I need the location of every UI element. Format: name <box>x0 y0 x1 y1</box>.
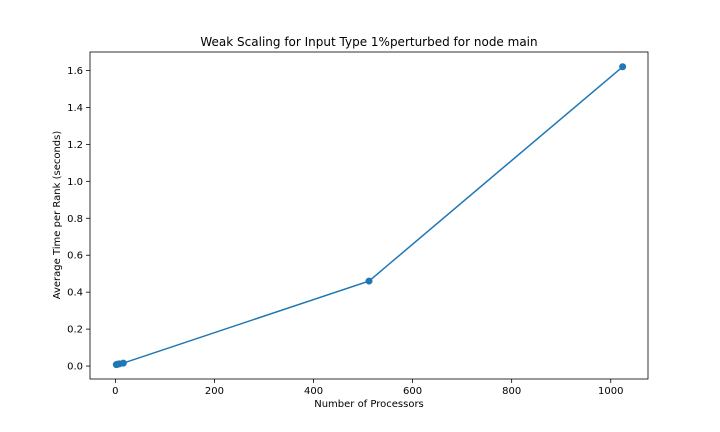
y-tick-label: 0.8 <box>67 214 83 225</box>
y-tick-label: 1.0 <box>67 177 83 188</box>
y-tick-label: 0.0 <box>67 362 83 373</box>
y-tick-label: 0.6 <box>67 251 83 262</box>
y-axis-label: Average Time per Rank (seconds) <box>52 131 63 300</box>
y-axis-ticks: 0.0 0.2 0.4 0.6 0.8 1.0 1.2 1.4 1.6 <box>67 66 90 373</box>
y-tick-label: 1.2 <box>67 140 83 151</box>
x-tick-label: 0 <box>112 386 118 397</box>
x-tick-label: 400 <box>304 386 323 397</box>
y-tick-label: 0.2 <box>67 325 83 336</box>
x-tick-label: 200 <box>205 386 224 397</box>
data-point <box>619 63 627 71</box>
x-tick-label: 800 <box>502 386 521 397</box>
x-tick-label: 1000 <box>598 386 623 397</box>
y-tick-label: 0.4 <box>67 288 83 299</box>
series-layer <box>112 63 627 369</box>
data-point <box>365 277 373 285</box>
x-tick-label: 600 <box>403 386 422 397</box>
chart-title: Weak Scaling for Input Type 1%perturbed … <box>200 35 537 49</box>
y-tick-label: 1.6 <box>67 66 83 77</box>
x-axis-ticks: 0 200 400 600 800 1000 <box>112 379 623 397</box>
plot-area <box>89 51 649 380</box>
data-point <box>119 359 127 367</box>
x-axis-label: Number of Processors <box>314 399 424 410</box>
y-tick-label: 1.4 <box>67 103 83 114</box>
